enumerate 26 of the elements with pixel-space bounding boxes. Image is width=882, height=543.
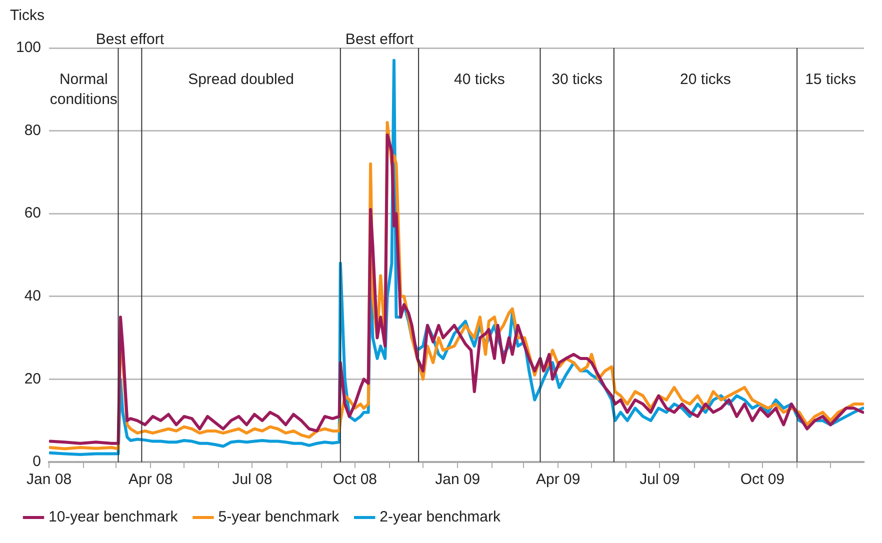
x-tick-label: Jan 08 — [26, 471, 72, 488]
y-tick-label: 0 — [32, 453, 42, 470]
annotation: Normal conditions — [50, 71, 118, 108]
annotation: 15 ticks — [805, 71, 856, 88]
x-tick-label: Jul 08 — [232, 471, 272, 488]
x-tick-label: Apr 09 — [536, 471, 580, 488]
legend-label: 2-year benchmark — [380, 508, 501, 526]
legend-label: 10-year benchmark — [48, 508, 178, 526]
y-axis-title: Ticks — [10, 7, 44, 24]
y-tick-label: 40 — [24, 288, 42, 305]
x-tick-label: Oct 08 — [332, 471, 378, 488]
annotation: 20 ticks — [680, 71, 731, 88]
annotation: 30 ticks — [552, 71, 603, 88]
ref-line-label: Best effort — [96, 31, 165, 48]
x-tick-label: Jan 09 — [435, 471, 480, 488]
y-tick-label: 60 — [24, 204, 42, 222]
legend-label: 5-year benchmark — [218, 508, 340, 526]
x-tick-label: Apr 08 — [128, 471, 173, 488]
y-tick-label: 20 — [24, 370, 42, 388]
annotation: Spread doubled — [188, 71, 294, 88]
y-tick-label: 80 — [24, 122, 42, 139]
y-tick-label: 100 — [16, 39, 42, 56]
x-tick-label: Jul 09 — [640, 471, 680, 488]
annotation: 40 ticks — [454, 71, 505, 88]
ref-line-label: Best effort — [345, 31, 414, 48]
x-tick-label: Oct 09 — [740, 471, 784, 488]
